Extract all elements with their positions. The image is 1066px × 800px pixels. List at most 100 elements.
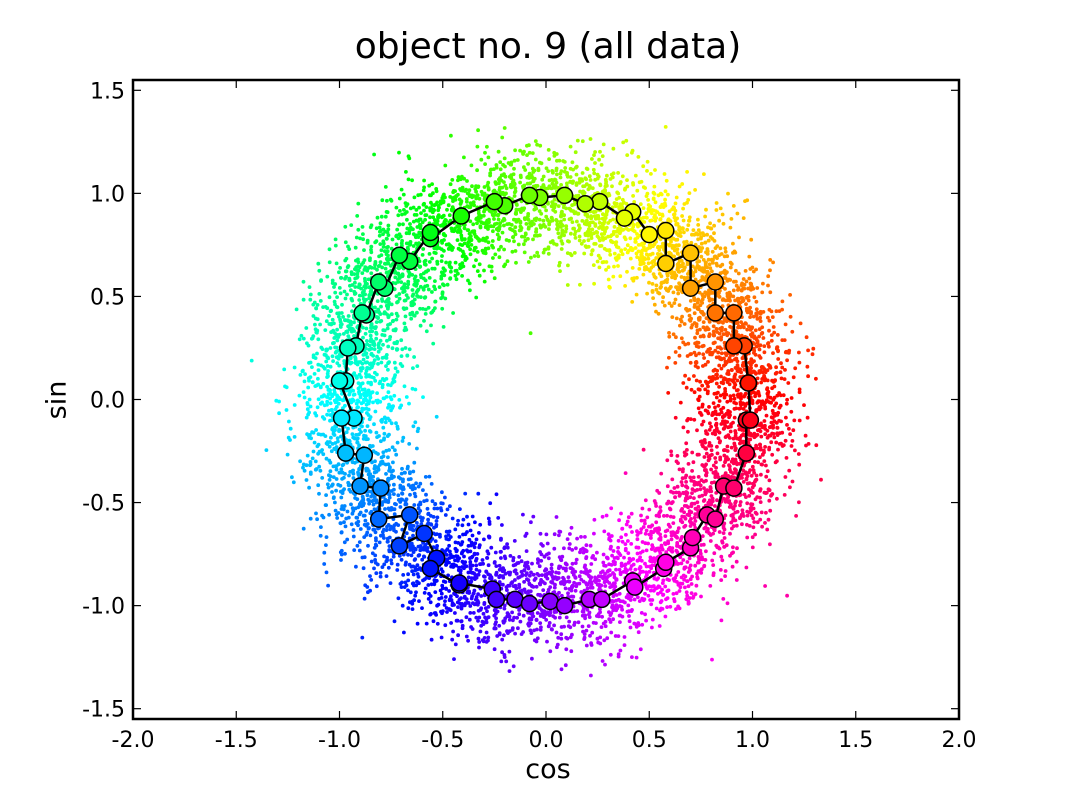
scatter-point: [776, 357, 781, 361]
scatter-point: [597, 157, 601, 162]
scatter-point: [677, 281, 681, 286]
scatter-point: [400, 497, 405, 502]
scatter-point: [373, 553, 378, 558]
scatter-point: [601, 552, 606, 557]
scatter-point: [698, 548, 703, 553]
scatter-point: [436, 208, 441, 213]
scatter-point: [374, 571, 379, 576]
scatter-point: [627, 619, 632, 624]
scatter-point: [505, 542, 509, 546]
scatter-point: [505, 588, 509, 592]
scatter-point: [401, 477, 405, 482]
scatter-point: [433, 611, 438, 615]
scatter-point: [669, 530, 674, 535]
scatter-point: [339, 558, 343, 562]
scatter-point: [390, 237, 395, 242]
scatter-point: [315, 351, 319, 356]
scatter-point: [652, 184, 657, 189]
scatter-point: [433, 306, 437, 310]
scatter-point: [385, 555, 389, 560]
scatter-point: [692, 496, 696, 500]
scatter-point: [376, 362, 380, 366]
scatter-point: [703, 214, 707, 219]
scatter-point: [444, 529, 449, 534]
scatter-point: [658, 505, 663, 509]
scatter-point: [627, 248, 631, 253]
scatter-point: [780, 430, 785, 435]
scatter-point: [664, 178, 669, 183]
scatter-point: [324, 359, 329, 364]
scatter-point: [301, 526, 306, 531]
scatter-point: [787, 468, 792, 473]
scatter-point: [719, 337, 723, 342]
chart-title: object no. 9 (all data): [355, 26, 742, 67]
scatter-point: [310, 456, 315, 461]
scatter-point: [749, 489, 754, 493]
scatter-point: [758, 487, 763, 491]
scatter-point: [774, 309, 779, 314]
scatter-point: [559, 247, 564, 251]
scatter-point: [297, 337, 302, 342]
scatter-point: [565, 283, 570, 287]
scatter-point: [395, 440, 400, 445]
scatter-point: [364, 368, 369, 373]
scatter-point: [334, 477, 339, 481]
scatter-point: [527, 150, 532, 155]
scatter-point: [342, 540, 347, 545]
scatter-point: [494, 564, 499, 568]
scatter-point: [675, 232, 680, 236]
scatter-point: [458, 248, 463, 252]
scatter-point: [750, 398, 755, 403]
scatter-point: [767, 318, 772, 323]
scatter-point: [678, 323, 682, 328]
scatter-point: [403, 562, 408, 567]
scatter-point: [358, 527, 363, 531]
scatter-point: [511, 563, 516, 568]
scatter-point: [734, 268, 738, 273]
scatter-point: [332, 341, 336, 345]
scatter-point: [316, 376, 320, 381]
scatter-point: [397, 292, 402, 296]
scatter-point: [568, 635, 573, 640]
scatter-point: [411, 533, 415, 538]
scatter-point: [566, 263, 570, 268]
scatter-point: [375, 372, 379, 377]
scatter-point: [476, 619, 480, 623]
scatter-point: [639, 179, 644, 184]
scatter-point: [718, 455, 723, 460]
scatter-point: [797, 390, 802, 395]
scatter-point: [714, 460, 718, 465]
scatter-point: [695, 306, 700, 311]
scatter-point: [408, 470, 412, 475]
scatter-point: [327, 408, 331, 413]
scatter-point: [611, 274, 616, 279]
scatter-point: [741, 277, 746, 281]
scatter-point: [349, 288, 353, 293]
scatter-point: [628, 567, 633, 571]
scatter-point: [402, 321, 407, 326]
scatter-point: [585, 583, 589, 587]
scatter-point: [348, 322, 353, 327]
scatter-point: [577, 574, 582, 579]
scatter-point: [775, 496, 779, 501]
scatter-point: [426, 512, 431, 516]
scatter-point: [486, 246, 491, 251]
scatter-point: [563, 663, 568, 668]
scatter-point: [449, 265, 454, 270]
scatter-point: [474, 295, 479, 300]
scatter-point: [735, 378, 740, 383]
scatter-point: [696, 223, 701, 227]
scatter-point: [307, 485, 311, 490]
scatter-point: [406, 279, 411, 284]
scatter-point: [444, 260, 448, 265]
scatter-point: [770, 315, 775, 319]
scatter-point: [365, 424, 370, 428]
scatter-point: [394, 529, 398, 534]
scatter-point: [715, 345, 720, 350]
scatter-point: [292, 435, 297, 439]
scatter-point: [704, 327, 709, 332]
scatter-point: [678, 400, 683, 405]
scatter-point: [526, 226, 531, 231]
scatter-point: [332, 299, 337, 304]
scatter-point: [696, 569, 701, 574]
